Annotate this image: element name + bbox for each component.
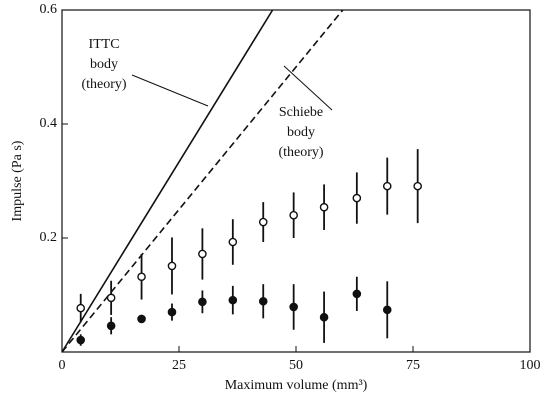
data-point	[413, 181, 422, 191]
x-tick-label: 100	[520, 358, 541, 373]
data-point	[76, 335, 86, 345]
annotation: body	[287, 125, 315, 140]
y-axis-label: Impulse (Pa s)	[10, 140, 25, 221]
data-point	[76, 303, 86, 313]
data-point	[258, 296, 268, 306]
data-point	[382, 305, 392, 315]
plot-frame	[61, 9, 531, 353]
data-point	[106, 293, 116, 303]
x-tick-label: 75	[406, 358, 420, 373]
annotation: Schiebe	[279, 105, 323, 120]
annotation: (theory)	[278, 145, 323, 160]
theory-line	[61, 9, 344, 353]
annotation-arrow	[283, 65, 333, 111]
data-point	[167, 307, 177, 317]
y-tick-label: 0.2	[40, 230, 58, 245]
x-tick-label: 50	[289, 358, 303, 373]
x-axis-label: Maximum volume (mm³)	[225, 378, 368, 393]
x-tick-label: 0	[59, 358, 66, 373]
data-point	[319, 312, 329, 322]
y-tick-label: 0.4	[40, 116, 58, 131]
data-point	[319, 202, 329, 212]
data-point	[258, 217, 268, 227]
x-tick-label: 25	[172, 358, 186, 373]
data-point	[137, 272, 146, 282]
data-point	[382, 181, 392, 191]
theory-line	[61, 9, 274, 353]
data-point	[228, 295, 238, 305]
annotation: body	[90, 57, 118, 72]
data-point	[198, 249, 207, 259]
data-point	[167, 261, 177, 271]
annotation: ITTC	[88, 37, 119, 52]
data-point	[228, 237, 238, 247]
y-tick-label: 0.6	[40, 2, 58, 17]
data-point	[137, 314, 146, 324]
data-point	[289, 302, 298, 312]
annotation-arrow	[131, 74, 209, 107]
data-point	[106, 321, 116, 331]
data-point	[198, 297, 207, 307]
data-point	[352, 289, 362, 299]
data-point	[289, 210, 298, 220]
data-point	[352, 193, 362, 203]
annotation: (theory)	[81, 77, 126, 92]
